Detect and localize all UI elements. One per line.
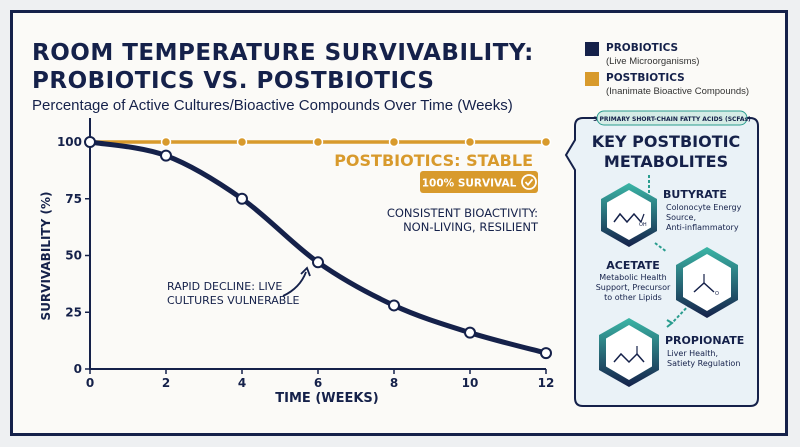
survival-badge <box>420 171 538 193</box>
legend-swatch-postbiotics <box>585 72 599 86</box>
check-circle-icon <box>521 174 537 190</box>
panel-heading-line-2: METABOLITES <box>604 152 728 171</box>
probiotics-data-point <box>236 192 248 205</box>
y-axis-label: SURVIVABILITY (%) <box>39 192 53 321</box>
acetate-molecule-icon: O <box>676 247 738 318</box>
probiotics-data-point <box>464 326 476 339</box>
postbiotics-data-point <box>236 136 248 148</box>
chart-subtitle: Percentage of Active Cultures/Bioactive … <box>32 97 513 114</box>
chart-title-line-1: ROOM TEMPERATURE SURVIVABILITY: <box>32 40 534 66</box>
panel-heading-line-1: KEY POSTBIOTIC <box>592 132 741 151</box>
probiotics-data-point <box>540 347 552 360</box>
svg-text:O: O <box>715 291 719 297</box>
x-tick-label: 2 <box>162 376 170 390</box>
postbiotics-stable-label: POSTBIOTICS: STABLE <box>334 151 533 170</box>
postbiotics-data-point <box>388 136 400 148</box>
metabolite-name-butyrate: BUTYRATE <box>663 188 727 201</box>
metabolite-desc-butyrate-1: Colonocyte Energy <box>666 203 742 212</box>
metabolites-panel: 3 PRIMARY SHORT-CHAIN FATTY ACIDS (SCFAs… <box>564 110 759 407</box>
legend-swatch-probiotics <box>585 42 599 56</box>
metabolite-name-acetate: ACETATE <box>606 259 659 272</box>
metabolite-name-propionate: PROPIONATE <box>665 334 744 347</box>
x-tick-label: 0 <box>86 376 94 390</box>
postbiotics-data-point <box>312 136 324 148</box>
legend-label-probiotics: PROBIOTICS <box>606 42 679 54</box>
probiotics-data-point <box>160 149 172 162</box>
metabolite-desc-butyrate-3: Anti-inflammatory <box>666 223 739 232</box>
legend-desc-probiotics: (Live Microorganisms) <box>606 56 700 67</box>
x-tick-label: 12 <box>538 376 555 390</box>
y-tick-label: 100 <box>57 135 82 149</box>
x-tick-label: 8 <box>390 376 398 390</box>
rapid-decline-line-2: CULTURES VULNERABLE <box>167 294 299 307</box>
postbiotics-data-point <box>160 136 172 148</box>
x-tick-label: 10 <box>462 376 479 390</box>
x-tick-label: 6 <box>314 376 322 390</box>
metabolite-desc-propionate-2: Satiety Regulation <box>667 359 740 368</box>
consistent-bioactivity-line-1: CONSISTENT BIOACTIVITY: <box>387 206 538 220</box>
postbiotics-data-point <box>540 136 552 148</box>
legend-label-postbiotics: POSTBIOTICS <box>606 72 685 84</box>
rapid-decline-line-1: RAPID DECLINE: LIVE <box>167 280 282 293</box>
consistent-bioactivity-line-2: NON-LIVING, RESILIENT <box>403 220 539 234</box>
postbiotics-data-point <box>464 136 476 148</box>
probiotics-data-point <box>84 136 96 148</box>
x-axis-label: TIME (WEEKS) <box>275 391 378 406</box>
decline-pointer-arrow <box>282 266 311 297</box>
metabolite-desc-acetate-1: Metabolic Health <box>599 273 667 282</box>
propionate-molecule-icon <box>599 318 659 387</box>
legend-desc-postbiotics: (Inanimate Bioactive Compounds) <box>606 86 750 97</box>
x-tick-label: 4 <box>238 376 246 390</box>
y-tick-label: 25 <box>65 305 82 319</box>
butyrate-molecule-icon: OH <box>601 183 657 247</box>
y-tick-label: 50 <box>65 249 82 263</box>
metabolite-desc-acetate-3: to other Lipids <box>604 293 662 302</box>
chart-title-line-2: PROBIOTICS VS. POSTBIOTICS <box>32 68 435 94</box>
survival-badge-text: 100% SURVIVAL <box>422 178 517 190</box>
probiotics-data-point <box>388 299 400 312</box>
svg-text:OH: OH <box>639 222 647 228</box>
metabolite-desc-propionate-1: Liver Health, <box>667 349 718 358</box>
metabolite-desc-acetate-2: Support, Precursor <box>596 283 671 292</box>
y-tick-label: 0 <box>74 362 82 376</box>
scfa-tag: 3 PRIMARY SHORT-CHAIN FATTY ACIDS (SCFAs… <box>593 116 751 123</box>
y-tick-label: 75 <box>65 192 82 206</box>
metabolite-desc-butyrate-2: Source, <box>666 213 696 222</box>
probiotics-data-point <box>312 256 324 269</box>
